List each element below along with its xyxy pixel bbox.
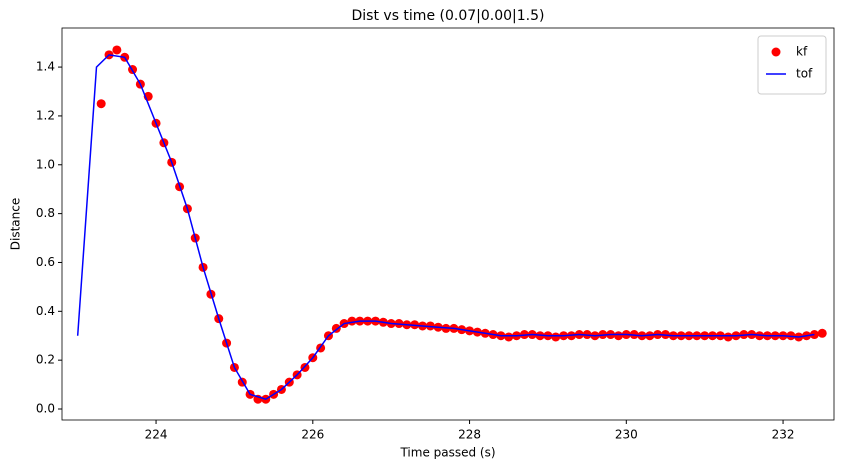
y-tick-label: 1.4 [36, 60, 55, 74]
kf-point [504, 332, 514, 342]
legend-marker [771, 47, 781, 57]
y-tick-label: 0.2 [36, 353, 55, 367]
y-tick-label: 1.0 [36, 157, 55, 171]
kf-point [112, 45, 122, 55]
x-tick-label: 228 [458, 428, 481, 442]
x-tick-label: 226 [301, 428, 324, 442]
legend-box [757, 35, 827, 95]
kf-point [613, 331, 623, 341]
x-tick-label: 232 [772, 428, 795, 442]
kf-point [723, 332, 733, 342]
chart-title: Dist vs time (0.07|0.00|1.5) [352, 8, 545, 24]
legend-label: tof [796, 67, 813, 81]
legend-label: kf [796, 45, 808, 59]
kf-point [96, 99, 106, 109]
y-axis-label: Distance [9, 198, 23, 250]
y-tick-label: 0.8 [36, 206, 55, 220]
y-tick-label: 1.2 [36, 108, 55, 122]
kf-point [551, 332, 561, 342]
plot-frame [61, 27, 835, 421]
y-tick-label: 0.4 [36, 304, 55, 318]
y-tick-label: 0.6 [36, 255, 55, 269]
x-axis-label: Time passed (s) [399, 446, 495, 460]
y-tick-label: 0.0 [36, 402, 55, 416]
x-tick-label: 230 [615, 428, 638, 442]
kf-point [817, 328, 827, 338]
x-tick-label: 224 [145, 428, 168, 442]
tof-line [76, 54, 815, 401]
